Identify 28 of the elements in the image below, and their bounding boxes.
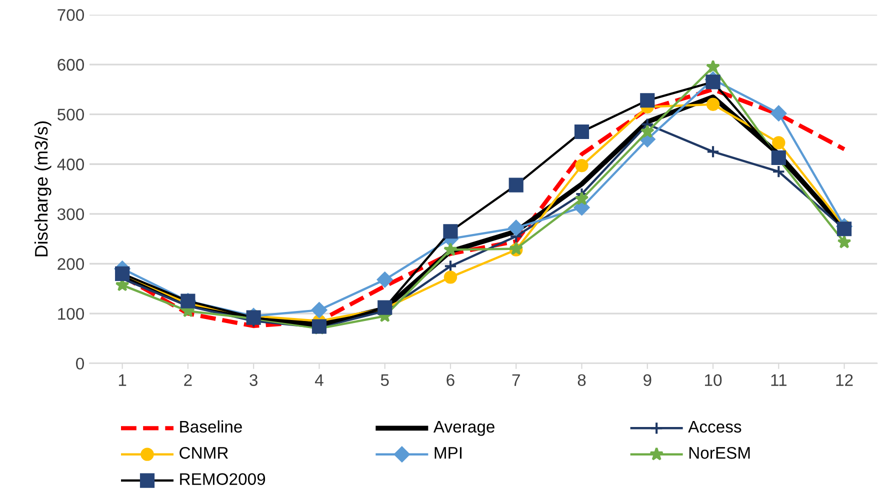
x-tick-label: 5: [380, 374, 389, 386]
y-tick-label: 600: [58, 58, 84, 71]
legend-label: CNMR: [180, 447, 228, 459]
y-tick-label: 700: [58, 9, 84, 21]
x-tick-label: 12: [836, 374, 853, 386]
x-tick-label: 1: [118, 374, 126, 386]
y-tick-label: 0: [76, 358, 84, 370]
x-tick-label: 3: [250, 374, 258, 386]
x-tick-label: 8: [578, 374, 586, 386]
y-tick-label: 300: [57, 208, 84, 220]
y-tick-label: 500: [58, 108, 84, 121]
y-axis-title: Discharge (m3/s): [34, 121, 52, 256]
y-tick-label: 200: [58, 258, 84, 270]
legend-label: Average: [433, 420, 494, 436]
legend-label: Access: [688, 420, 742, 433]
legend-label: Baseline: [180, 420, 242, 433]
x-tick-label: 4: [314, 374, 324, 386]
x-tick-label: 7: [512, 374, 520, 386]
y-tick-label: 100: [58, 308, 84, 320]
y-tick-label: 400: [57, 158, 84, 170]
x-tick-label: 2: [184, 374, 192, 386]
x-tick-label: 11: [771, 374, 786, 386]
x-tick-label: 6: [446, 374, 454, 386]
legend-label: MPI: [434, 447, 462, 459]
x-tick-label: 10: [705, 374, 722, 386]
legend-label: REMO2009: [180, 473, 266, 485]
x-tick-label: 9: [644, 374, 652, 386]
legend-label: NorESM: [689, 447, 750, 459]
